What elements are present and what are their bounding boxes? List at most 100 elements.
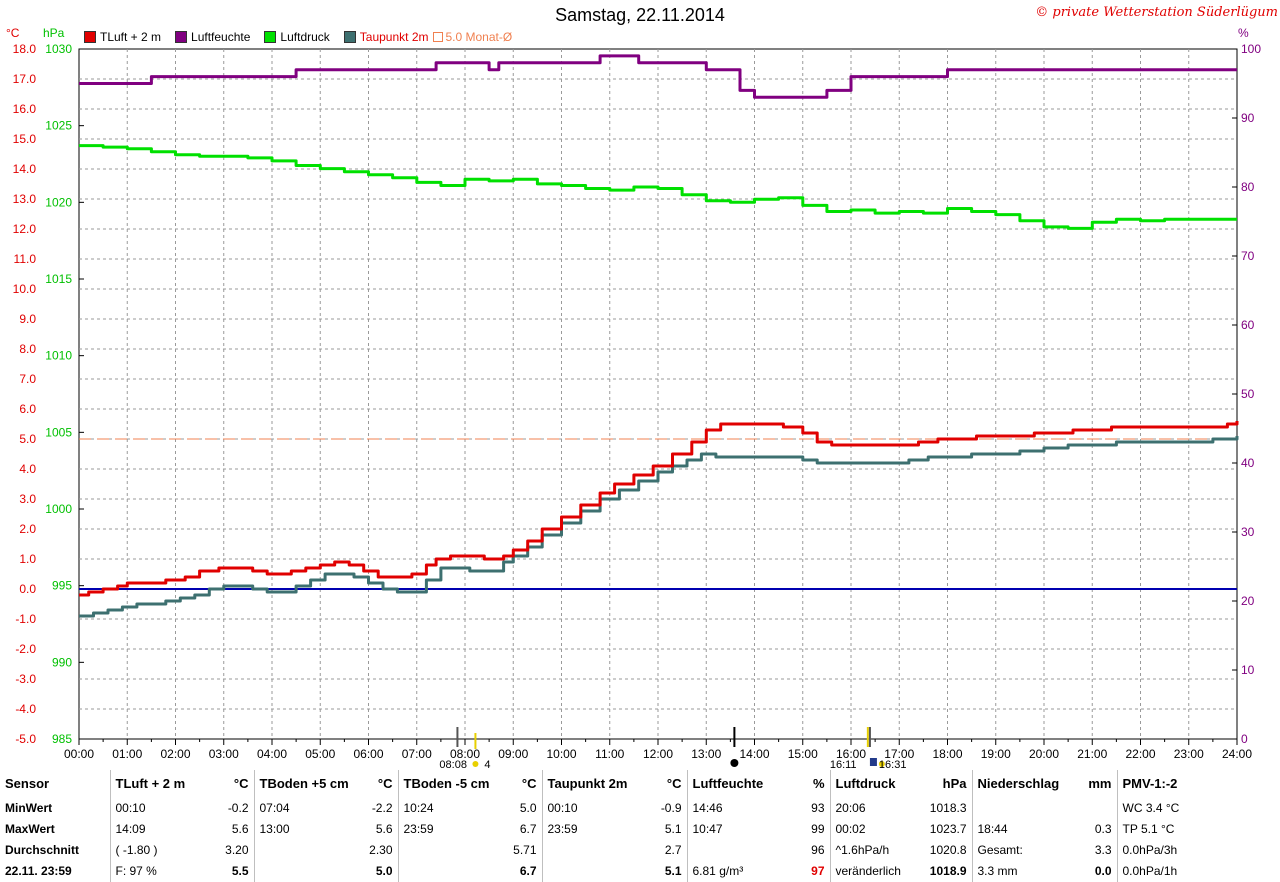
x-tick-label: 23:00 [1174,747,1204,761]
stats-header-unit: hPa [942,775,967,791]
x-tick-label: 07:00 [402,747,432,761]
moon-time-label: 16:31 [879,759,907,770]
legend-label: 5.0 Monat-Ø [445,30,513,44]
stats-cell: 0.0 [1094,864,1112,879]
legend-label: TLuft + 2 m [100,30,162,44]
stats-header-unit: °C [377,775,393,791]
stats-cell: 10:47 [686,818,787,840]
stats-cell: WC 3.4 °C [1116,796,1280,819]
stats-cell: 5.1 [664,821,682,836]
series-line-luftdruck [79,144,1237,230]
stats-header-unit: °C [666,775,682,791]
stats-cell: 5.1 [664,864,682,879]
stats-cell: 0.0hPa/3h [1116,839,1280,861]
stats-cell [686,839,787,861]
x-tick-label: 08:00 [450,747,480,761]
stats-cell: 20:06 [829,796,907,819]
y-tick-label-humidity: 10 [1241,663,1255,677]
stats-cell: 3.3 [1094,843,1112,858]
y-tick-label-humidity: 100 [1241,42,1261,56]
legend: TLuft + 2 m Luftfeuchte Luftdruck Taupun… [84,30,512,44]
stats-cell [1074,797,1117,818]
y-tick-label-pressure: 985 [52,732,72,746]
stats-cell: 3.20 [225,843,249,858]
stats-header-taupunkt: Taupunkt 2m [541,770,643,797]
stats-cell: 00:10 [109,796,202,819]
stats-header-luftdruck: Luftdruck [829,770,907,797]
stats-cell: 1020.8 [929,843,967,858]
y-tick-label-temp: 11.0 [14,252,37,266]
sunrise-value-label: 4 [484,759,490,770]
legend-label: Luftdruck [280,30,330,44]
pressure-unit-label: hPa [43,26,65,40]
x-tick-label: 02:00 [160,747,190,761]
stats-header-unit: °C [521,775,537,791]
series-line-tluft-2-m [79,421,1239,597]
x-tick-label: 13:00 [691,747,721,761]
legend-swatch [432,32,443,42]
x-tick-label: 14:00 [739,747,769,761]
x-tick-label: 12:00 [643,747,673,761]
x-tick-label: 19:00 [981,747,1011,761]
stats-cell: 1018.3 [929,800,967,815]
y-tick-label-pressure: 990 [52,655,72,669]
legend-item-taupunkt: Taupunkt 2m [343,30,429,44]
stats-cell: 5.6 [375,821,393,836]
stats-cell [397,839,498,861]
y-tick-label-temp: 12.0 [13,222,37,236]
legend-item-monthly-average: 5.0 Monat-Ø [432,30,513,44]
series-line-luftfeuchte [79,54,1237,99]
y-tick-label-humidity: 50 [1241,387,1255,401]
temp-unit-label: °C [6,26,20,40]
x-tick-label: 00:00 [64,747,94,761]
sunrise-time-label: 08:08 [439,759,467,770]
y-tick-label-temp: 9.0 [19,312,36,326]
stats-row-label: Durchschnitt [5,843,80,858]
stats-cell: Gesamt: [971,839,1074,861]
y-tick-label-temp: 14.0 [13,162,37,176]
x-tick-label: 03:00 [209,747,239,761]
stats-row-label: MaxWert [5,821,55,836]
solar-noon-icon [730,759,739,767]
y-tick-label-humidity: 30 [1241,525,1255,539]
stats-row-label: MinWert [5,800,53,815]
stats-header-tluft: TLuft + 2 m [109,770,202,797]
stats-cell [541,860,643,882]
y-tick-label-humidity: 80 [1241,180,1255,194]
y-tick-label-temp: -2.0 [15,642,36,656]
x-tick-label: 01:00 [112,747,142,761]
y-tick-label-humidity: 90 [1241,111,1255,125]
stats-cell [253,839,354,861]
legend-label: Taupunkt 2m [359,30,429,44]
stats-cell: 5.71 [513,843,537,858]
copyright-text: © private Wetterstation Süderlügum [1035,5,1278,20]
legend-item-luftfeuchte: Luftfeuchte [175,30,250,44]
stats-header-unit: mm [1088,775,1112,791]
x-tick-label: 04:00 [257,747,287,761]
y-tick-label-temp: -1.0 [15,612,36,626]
stats-cell: 6.7 [519,821,537,836]
stats-row-avg: Durchschnitt ( -1.80 ) 3.20 2.30 5.71 2.… [0,839,1280,861]
stats-cell: 3.3 mm [971,860,1074,882]
y-tick-label-temp: 2.0 [19,522,36,536]
y-tick-label-pressure: 1010 [45,349,72,363]
x-tick-label: 17:00 [884,747,914,761]
y-tick-label-pressure: 995 [52,579,72,593]
y-tick-label-temp: 16.0 [13,102,37,116]
stats-cell: TP 5.1 °C [1116,818,1280,840]
y-tick-label-temp: 13.0 [13,192,37,206]
stats-cell: 5.6 [231,821,249,836]
y-tick-label-temp: 18.0 [13,42,37,56]
stats-cell: 00:10 [541,796,643,819]
x-tick-label: 06:00 [353,747,383,761]
y-tick-label-humidity: 60 [1241,318,1255,332]
x-tick-label: 11:00 [595,747,624,761]
y-tick-label-temp: 4.0 [19,462,36,476]
y-tick-label-temp: -5.0 [15,732,36,746]
stats-cell: 1023.7 [929,821,967,836]
stats-cell: F: 97 % [109,860,202,882]
stats-row-min: MinWert 00:10 -0.2 07:04 -2.2 10:24 5.0 … [0,796,1280,819]
stats-cell: 2.30 [369,843,393,858]
stats-header-row: Sensor TLuft + 2 m °C TBoden +5 cm °C TB… [0,770,1280,797]
stats-header-luftfeuchte: Luftfeuchte [686,770,787,797]
